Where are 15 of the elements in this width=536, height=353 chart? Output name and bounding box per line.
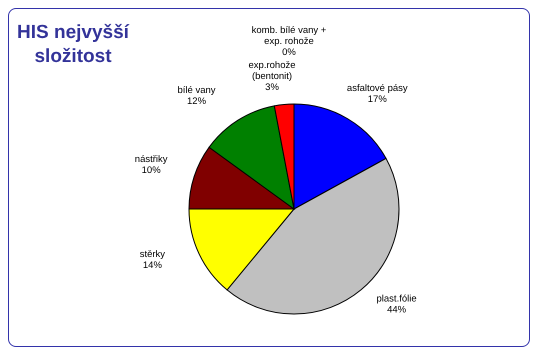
data-label: 44%	[387, 304, 407, 316]
slice-label: bílé vany	[178, 85, 216, 96]
data-label: 14%	[142, 260, 162, 271]
data-label: 17%	[368, 94, 388, 105]
data-label: 3%	[265, 82, 280, 94]
data-label: 12%	[187, 96, 207, 108]
slice-label: exp.rohože (bentonit)	[248, 60, 296, 82]
slice-label: stěrky	[140, 248, 166, 260]
data-label: 10%	[142, 165, 162, 176]
slice-label: asfaltové pásy	[346, 82, 408, 94]
category-label: komb. bílé vany + exp. rohože	[252, 25, 326, 48]
text: 0%	[282, 47, 296, 58]
slice-label: nástřiky	[134, 154, 168, 166]
slice-label: plast.fólie	[376, 293, 417, 304]
chart-title: HIS nejvyšší složitost	[16, 21, 130, 69]
